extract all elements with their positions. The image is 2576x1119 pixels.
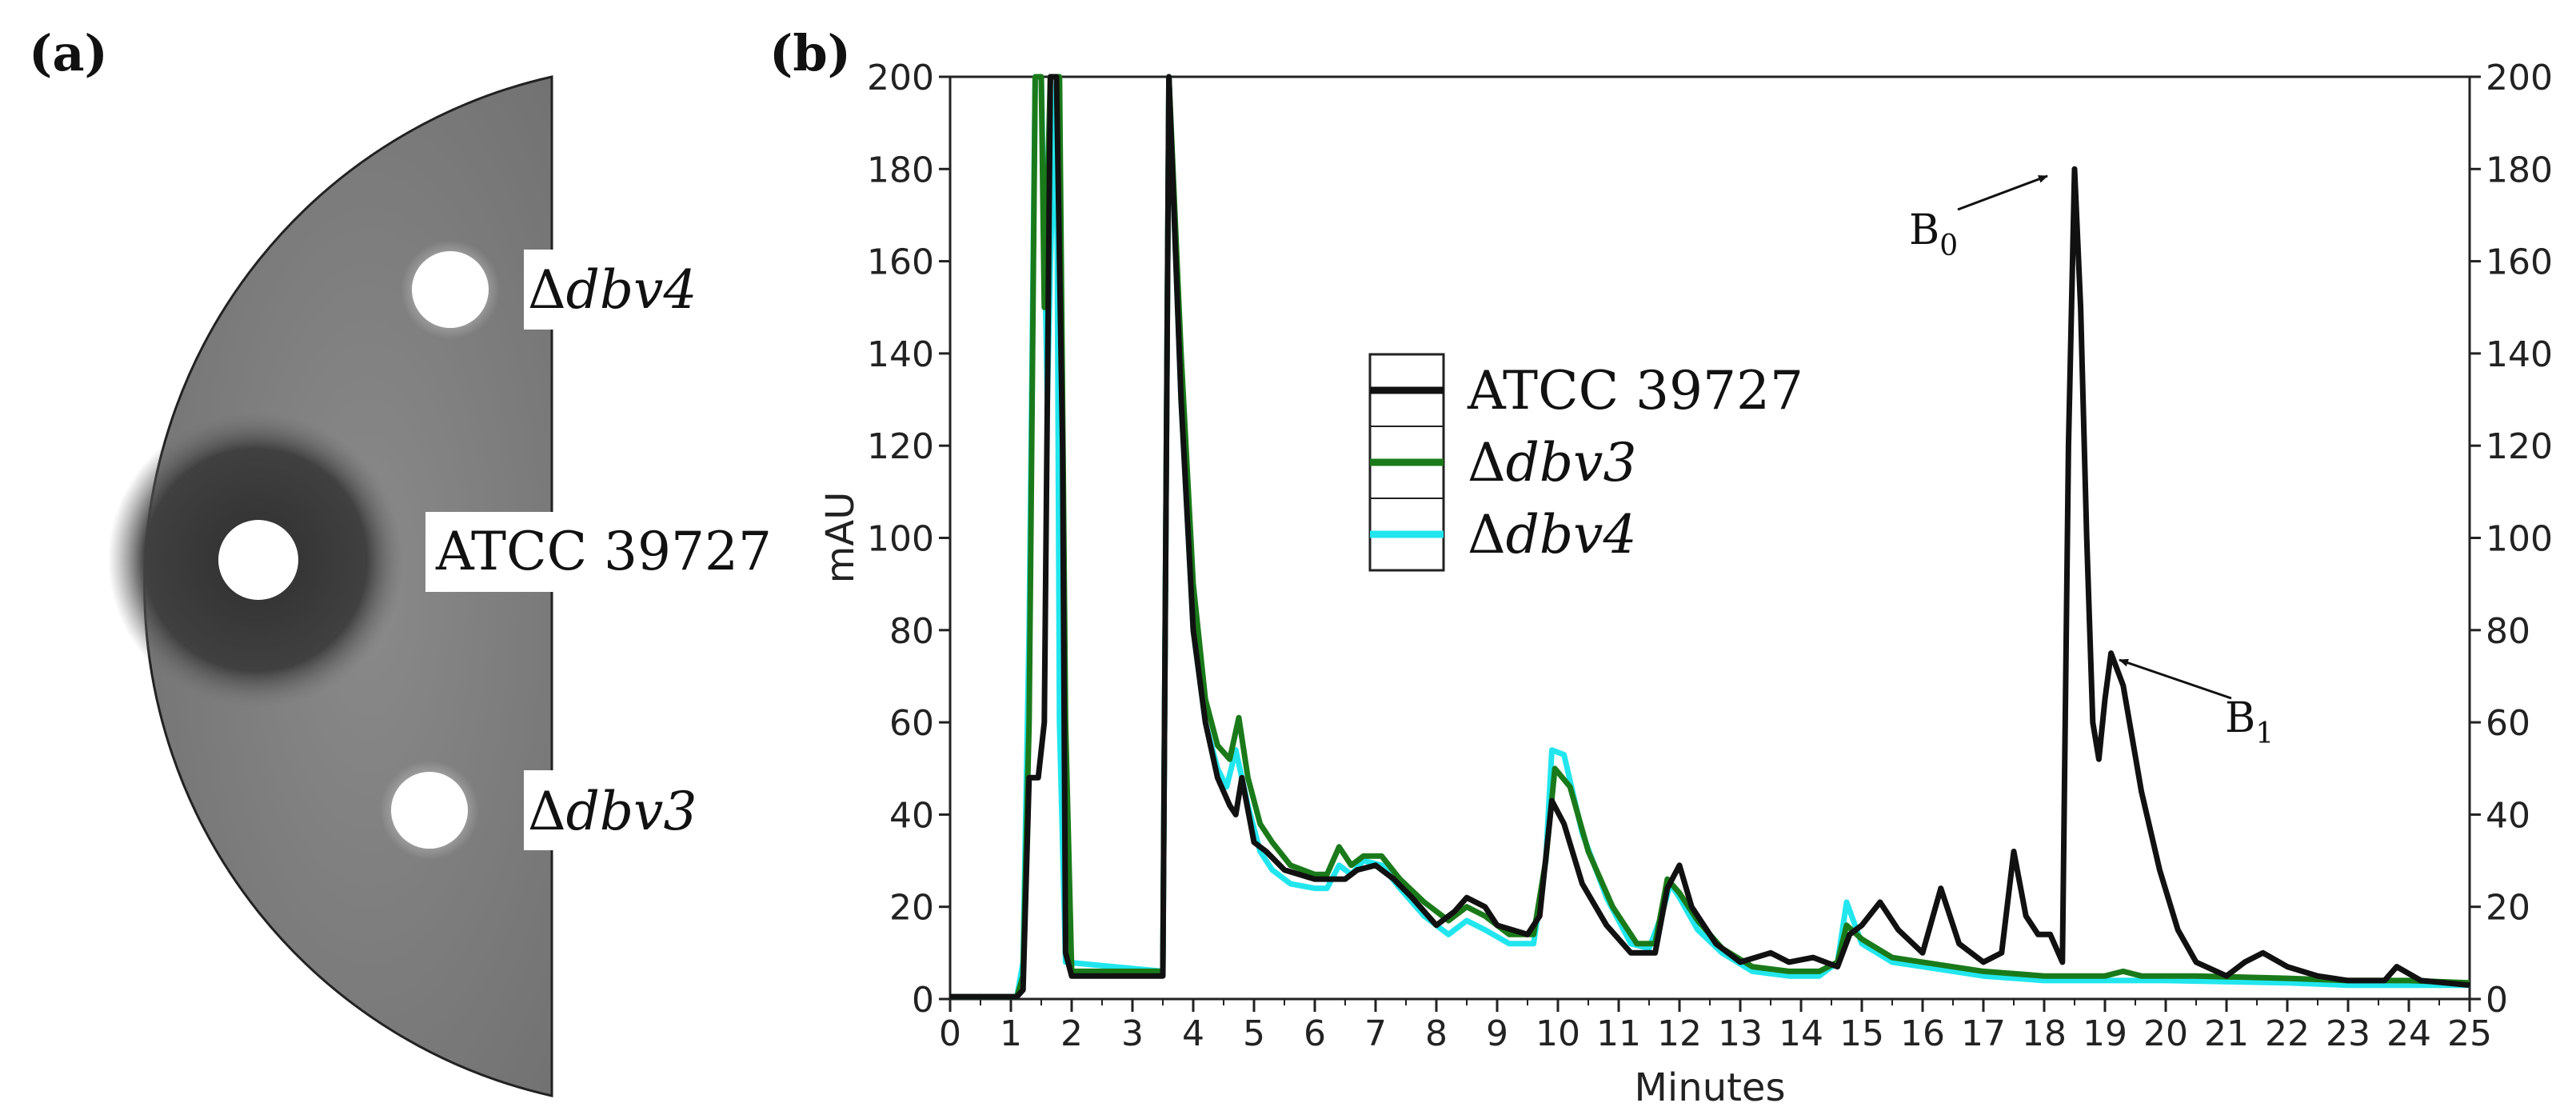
- legend-label-dbv4: Δdbv4: [1468, 504, 1636, 565]
- x-tick-label: 19: [2083, 1013, 2127, 1054]
- x-tick-label: 22: [2265, 1013, 2310, 1054]
- x-tick-label: 2: [1060, 1013, 1083, 1054]
- x-tick-label: 10: [1536, 1013, 1580, 1054]
- legend: ATCC 39727 Δdbv3 Δdbv4: [1368, 353, 1803, 572]
- y-tick-label-right: 180: [2486, 150, 2553, 190]
- plot-frame: [949, 75, 2471, 1001]
- well-dbv4: [412, 251, 489, 328]
- legend-label-dbv3: Δdbv3: [1468, 432, 1636, 494]
- plate-label-dbv3: Δdbv3: [524, 770, 704, 850]
- well-atcc: [218, 520, 298, 600]
- y-tick-label-left: 160: [867, 242, 934, 283]
- y-tick-label-left: 40: [889, 795, 934, 836]
- svg-text:B0: B0: [1909, 206, 1958, 262]
- x-tick-label: 5: [1243, 1013, 1265, 1054]
- x-tick-label: 24: [2386, 1013, 2431, 1054]
- x-tick-label: 7: [1364, 1013, 1387, 1054]
- y-axis-title: mAU: [818, 492, 863, 584]
- x-tick-label: 6: [1304, 1013, 1326, 1054]
- x-tick-label: 8: [1425, 1013, 1448, 1054]
- label-italic: dbv4: [566, 259, 697, 321]
- x-tick-label: 14: [1779, 1013, 1823, 1054]
- annotation-b1: B1: [2119, 658, 2274, 750]
- svg-text:Δdbv3: Δdbv3: [528, 781, 697, 842]
- x-tick-label: 9: [1486, 1013, 1508, 1054]
- x-tick-label: 17: [1961, 1013, 2006, 1054]
- x-tick-label: 11: [1596, 1013, 1641, 1054]
- x-tick-label: 23: [2326, 1013, 2370, 1054]
- annotation-b0: B0: [1909, 174, 2048, 262]
- x-tick-label: 25: [2447, 1013, 2492, 1054]
- x-tick-label: 16: [1900, 1013, 1945, 1054]
- y-tick-label-right: 120: [2486, 426, 2553, 467]
- x-tick-label: 4: [1182, 1013, 1204, 1054]
- x-tick-label: 15: [1839, 1013, 1884, 1054]
- y-tick-label-left: 20: [889, 888, 934, 929]
- y-tick-label-right: 20: [2486, 888, 2530, 929]
- series-line-dbv4: [950, 74, 2470, 1000]
- y-tick-label-right: 0: [2486, 980, 2508, 1021]
- y-tick-label-right: 100: [2486, 519, 2553, 560]
- x-tick-label: 21: [2204, 1013, 2249, 1054]
- plate-label-dbv4: Δdbv4: [524, 250, 704, 330]
- series-line-dbv3: [950, 74, 2470, 1000]
- x-tick-label: 1: [1000, 1013, 1022, 1054]
- x-tick-label: 18: [2022, 1013, 2067, 1054]
- y-tick-label-right: 80: [2486, 611, 2530, 652]
- y-tick-label-right: 60: [2486, 703, 2530, 744]
- y-tick-label-left: 200: [867, 58, 934, 98]
- plate-label-atcc: ATCC 39727: [425, 512, 793, 592]
- panel-b-label: (b): [769, 24, 851, 82]
- panel-a-label: (a): [29, 24, 108, 82]
- x-tick-label: 20: [2143, 1013, 2188, 1054]
- delta-symbol: Δ: [528, 259, 566, 321]
- y-tick-label-left: 60: [889, 703, 934, 744]
- x-tick-label: 13: [1718, 1013, 1763, 1054]
- x-tick-label: 3: [1121, 1013, 1144, 1054]
- annotation-arrow-b1: [2119, 658, 2232, 700]
- y-tick-label-right: 40: [2486, 795, 2530, 836]
- label-italic: dbv3: [566, 781, 697, 842]
- agar-plate: [108, 75, 553, 1097]
- x-tick-label: 12: [1657, 1013, 1702, 1054]
- annotation-arrow-b0: [1957, 174, 2048, 211]
- y-tick-label-right: 140: [2486, 334, 2553, 375]
- svg-text:B1: B1: [2225, 694, 2274, 750]
- y-tick-label-left: 180: [867, 150, 934, 190]
- y-tick-label-right: 160: [2486, 242, 2553, 283]
- y-tick-label-left: 140: [867, 334, 934, 375]
- svg-text:ATCC 39727: ATCC 39727: [435, 521, 772, 582]
- y-tick-label-left: 0: [912, 980, 934, 1021]
- y-tick-label-left: 80: [889, 611, 934, 652]
- well-dbv3: [391, 772, 468, 849]
- series-line-atcc-39727: [950, 74, 2470, 1000]
- y-tick-label-left: 100: [867, 519, 934, 560]
- svg-text:Δdbv4: Δdbv4: [528, 259, 697, 321]
- y-tick-label-right: 200: [2486, 58, 2553, 98]
- x-axis-title: Minutes: [1635, 1065, 1786, 1110]
- delta-symbol: Δ: [528, 781, 566, 842]
- legend-label-atcc: ATCC 39727: [1467, 360, 1803, 422]
- x-tick-label: 0: [939, 1013, 961, 1054]
- y-tick-label-left: 120: [867, 426, 934, 467]
